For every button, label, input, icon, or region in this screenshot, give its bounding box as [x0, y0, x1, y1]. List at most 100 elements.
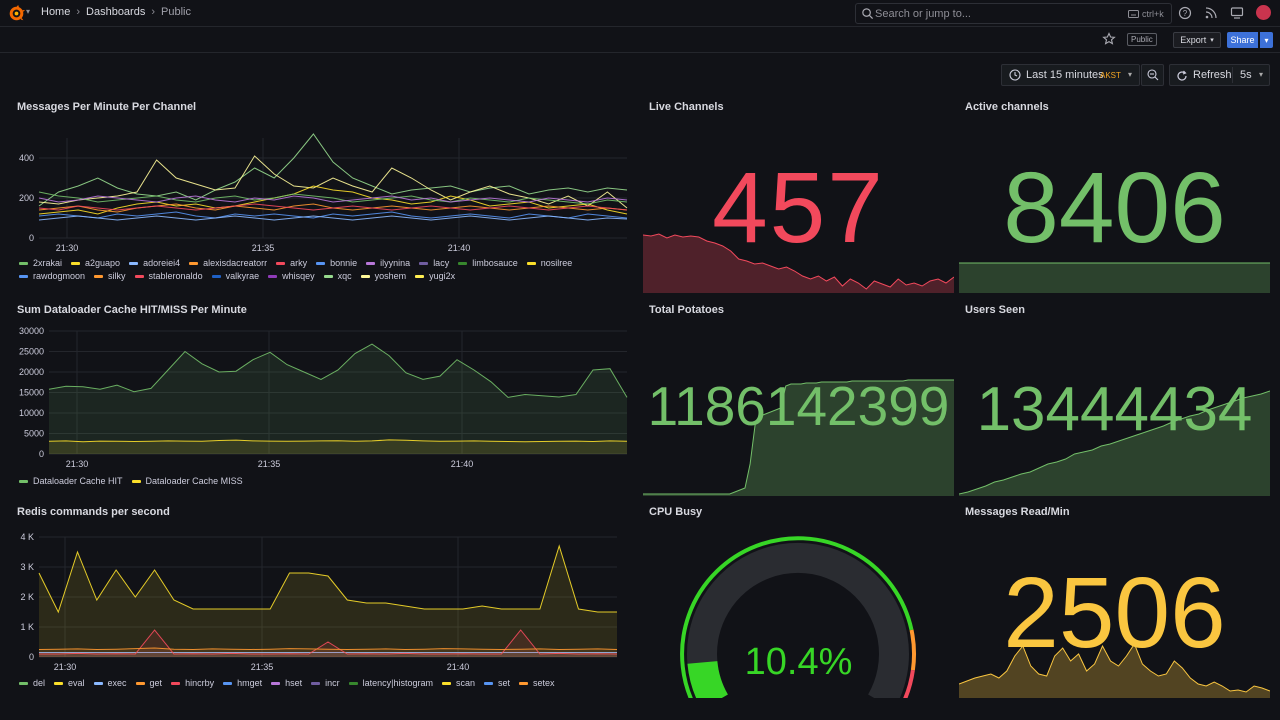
cpu-busy-value: 10.4% [744, 641, 853, 683]
breadcrumb-home[interactable]: Home [41, 6, 71, 18]
panel-title[interactable]: Redis commands per second [17, 506, 170, 518]
refresh-button[interactable]: Refresh 5s ▾ [1169, 64, 1270, 86]
time-range-picker[interactable]: Last 15 minutes AKST ▾ [1001, 64, 1140, 86]
legend-swatch [484, 681, 494, 685]
chevron-down-icon: ▾ [1264, 35, 1269, 45]
legend-swatch [442, 681, 451, 685]
user-avatar[interactable] [1256, 5, 1271, 20]
legend-item[interactable]: hmget [223, 678, 262, 688]
share-options-button[interactable]: ▾ [1260, 32, 1273, 48]
users-seen-value: 13444434 [976, 375, 1253, 444]
series-line-Dataloader Cache HIT [48, 343, 628, 398]
legend-item[interactable]: incr [311, 678, 340, 688]
legend-item[interactable]: adoreiei4 [129, 258, 180, 268]
legend-item[interactable]: eval [54, 678, 85, 688]
series-line-hincrby [39, 629, 618, 655]
zoom-out-icon [1147, 69, 1159, 81]
legend-item[interactable]: xqc [323, 271, 352, 281]
messages-chart[interactable]: 0 200 400 21:30 21:35 21:40 [17, 128, 629, 278]
legend-item[interactable]: ilyynina [366, 258, 410, 268]
grafana-logo-icon[interactable] [8, 5, 25, 22]
legend-item[interactable]: latency|histogram [348, 678, 433, 688]
legend-item[interactable]: arky [276, 258, 307, 268]
panel-title[interactable]: Active channels [965, 101, 1049, 113]
y-tick-label: 1 K [20, 622, 34, 632]
legend-swatch [268, 274, 278, 278]
chevron-down-icon: ▾ [1259, 70, 1264, 79]
total-potatoes-sparkline [643, 379, 954, 496]
series-area-Dataloader Cache MISS [49, 439, 627, 454]
legend-item[interactable]: 2xrakai [19, 258, 62, 268]
y-tick-label: 4 K [20, 532, 34, 542]
legend-label: set [498, 678, 511, 688]
export-button[interactable]: Export ▾ [1173, 32, 1221, 48]
star-icon[interactable] [1102, 32, 1116, 46]
mega-menu-chevron-icon[interactable]: ▾ [26, 7, 31, 16]
dataloader-legend: Dataloader Cache HIT Dataloader Cache MIS… [19, 476, 631, 486]
legend-item[interactable]: set [484, 678, 510, 688]
panel-title[interactable]: Messages Read/Min [965, 506, 1070, 518]
gauge-threshold-orange [909, 629, 917, 671]
share-button[interactable]: Share [1227, 32, 1258, 48]
legend-item[interactable]: stableronaldo [134, 271, 203, 281]
legend-item[interactable]: Dataloader Cache HIT [19, 476, 123, 486]
sparkline-area [643, 234, 954, 293]
legend-label: latency|histogram [362, 678, 433, 688]
dataloader-chart[interactable]: 0 5000 10000 15000 20000 25000 30000 21:30 21:35… [17, 324, 629, 494]
legend-item[interactable]: silky [94, 271, 126, 281]
panel-title[interactable]: CPU Busy [649, 506, 703, 518]
legend-label: setex [533, 678, 555, 688]
legend-label: nosilree [540, 258, 573, 268]
legend-swatch [276, 261, 286, 265]
legend-label: adoreiei4 [143, 258, 181, 268]
legend-item[interactable]: hset [271, 678, 302, 688]
legend-item[interactable]: Dataloader Cache MISS [131, 476, 243, 486]
legend-item[interactable]: setex [519, 678, 555, 688]
legend-item[interactable]: alexisdacreatorr [189, 258, 267, 268]
help-icon[interactable]: ? [1178, 6, 1192, 20]
messages-read-value: 2506 [1003, 557, 1226, 669]
legend-item[interactable]: valkyrae [211, 271, 259, 281]
legend-item[interactable]: scan [442, 678, 475, 688]
legend-item[interactable]: del [19, 678, 45, 688]
legend-item[interactable]: lacy [419, 258, 449, 268]
sparkline-area [959, 391, 1270, 496]
panel-title[interactable]: Live Channels [649, 101, 724, 113]
total-potatoes-value: 1186142399 [647, 375, 950, 437]
search-input[interactable]: Search or jump to... ctrl+k [855, 3, 1172, 24]
rss-news-icon[interactable] [1204, 6, 1218, 20]
panel-title[interactable]: Total Potatoes [649, 304, 724, 316]
legend-item[interactable]: nosilree [526, 258, 573, 268]
redis-legend: del eval exec get hincrby hmget hset incr latenc… [19, 678, 631, 688]
legend-item[interactable]: yoshem [360, 271, 406, 281]
legend-label: scan [456, 678, 476, 688]
breadcrumb-dashboards[interactable]: Dashboards [86, 6, 146, 18]
kiosk-monitor-icon[interactable] [1230, 6, 1244, 20]
y-tick-label: 5000 [24, 429, 44, 439]
legend-item[interactable]: bonnie [316, 258, 357, 268]
panel-title[interactable]: Users Seen [965, 304, 1025, 316]
legend-item[interactable]: limbosauce [458, 258, 518, 268]
legend-item[interactable]: hincrby [171, 678, 214, 688]
cpu-gauge [680, 536, 917, 698]
legend-item[interactable]: rawdogmoon [19, 271, 85, 281]
breadcrumb: Home › Dashboards › Public [41, 6, 191, 18]
series-line-eval [38, 544, 617, 614]
legend-swatch [419, 261, 429, 265]
legend-item[interactable]: get [135, 678, 162, 688]
refresh-interval[interactable]: 5s [1240, 69, 1252, 81]
legend-label: hset [285, 678, 303, 688]
svg-text:?: ? [1183, 9, 1188, 18]
legend-item[interactable]: exec [93, 678, 127, 688]
chevron-down-icon: ▾ [1128, 70, 1133, 79]
public-tag: Public [1127, 33, 1157, 46]
panel-title[interactable]: Sum Dataloader Cache HIT/MISS Per Minute [17, 304, 247, 316]
legend-item[interactable]: a2guapo [71, 258, 120, 268]
series-line-arky [38, 203, 628, 211]
panel-title[interactable]: Messages Per Minute Per Channel [17, 101, 197, 113]
zoom-out-button[interactable] [1141, 64, 1164, 86]
legend-item[interactable]: yugi2x [415, 271, 455, 281]
legend-item[interactable]: whisqey [268, 271, 315, 281]
x-tick-label: 21:35 [252, 243, 275, 253]
redis-chart[interactable]: 0 1 K 2 K 3 K 4 K 21:30 21:35 21:40 [17, 526, 629, 696]
